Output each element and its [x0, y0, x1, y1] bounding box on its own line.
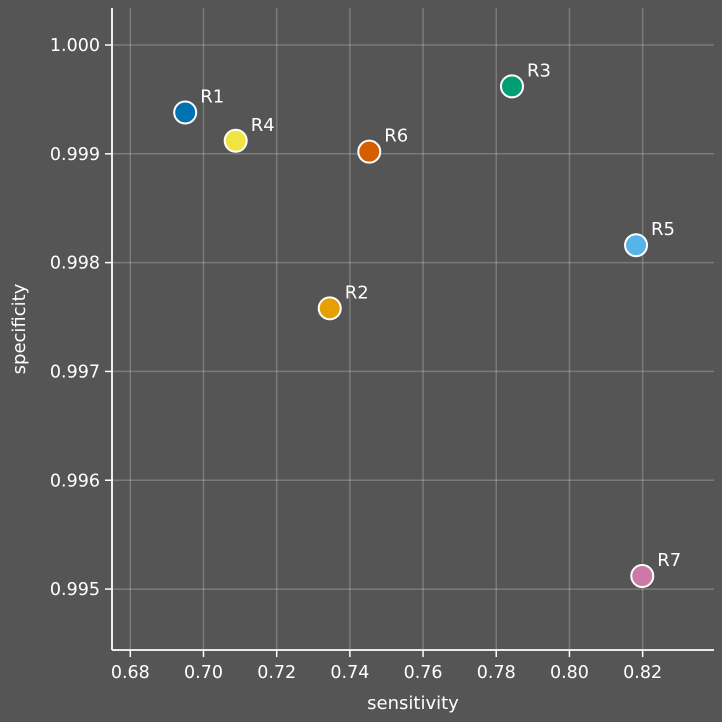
point-label-r1: R1 — [200, 86, 224, 107]
x-tick-label: 0.82 — [623, 663, 662, 683]
x-tick-label: 0.78 — [477, 663, 516, 683]
y-tick-label: 0.998 — [50, 254, 100, 274]
y-tick-label: 1.000 — [50, 36, 100, 56]
point-label-r4: R4 — [251, 115, 275, 136]
y-tick-label: 0.995 — [50, 580, 100, 600]
point-label-r3: R3 — [527, 60, 551, 81]
x-tick-label: 0.74 — [330, 663, 369, 683]
data-point-r6 — [357, 139, 382, 164]
x-tick-label: 0.70 — [184, 663, 223, 683]
y-tick-label: 0.997 — [50, 362, 100, 382]
data-point-r7 — [630, 564, 655, 589]
axes — [111, 8, 714, 651]
x-tick-label: 0.72 — [257, 663, 296, 683]
data-point-r5 — [624, 233, 649, 258]
data-points: R1 R2 R3 R4 R5 R6 R7 — [173, 60, 681, 589]
point-label-r5: R5 — [651, 219, 675, 240]
data-point-r2 — [317, 296, 342, 321]
x-axis-label: sensitivity — [367, 693, 459, 714]
y-axis-label: specificity — [9, 283, 30, 374]
x-tick-label: 0.76 — [404, 663, 443, 683]
point-label-r7: R7 — [657, 550, 681, 571]
x-tick-label: 0.68 — [111, 663, 150, 683]
grid — [112, 8, 714, 650]
y-tick-label: 0.996 — [50, 471, 100, 491]
ticks: 0.68 0.70 0.72 0.74 0.76 0.78 0.80 0.82 0.995 0.9… — [50, 36, 662, 683]
point-label-r6: R6 — [384, 126, 408, 147]
x-tick-label: 0.80 — [550, 663, 589, 683]
point-label-r2: R2 — [345, 282, 369, 303]
y-tick-label: 0.999 — [50, 145, 100, 165]
data-point-r4 — [223, 128, 248, 153]
data-point-r3 — [499, 74, 524, 99]
data-point-r1 — [173, 100, 198, 125]
